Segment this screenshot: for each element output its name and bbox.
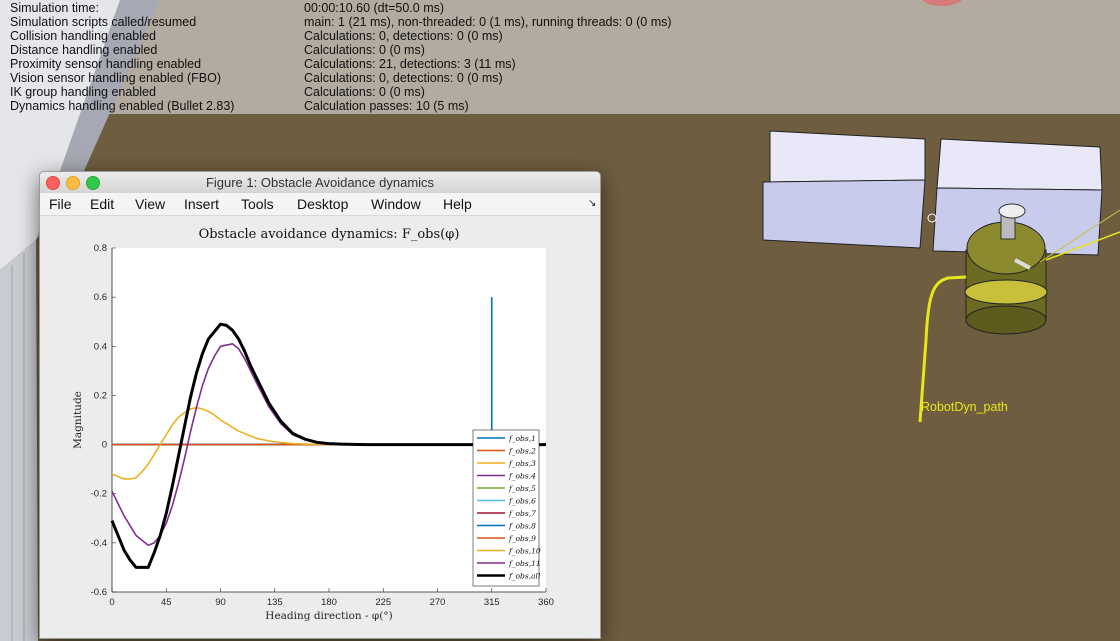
y-tick-label: -0.4 (91, 538, 107, 549)
path-label: RobotDyn_path (921, 400, 1008, 414)
info-value: Calculations: 0, detections: 0 (0 ms) (304, 29, 503, 43)
x-tick-label: 0 (109, 597, 114, 608)
info-value: Calculations: 0 (0 ms) (304, 85, 425, 99)
wall-left-shade (0, 240, 38, 641)
y-tick-label: 0.4 (94, 341, 107, 352)
x-tick-label: 180 (321, 597, 337, 608)
legend-label: f_obs,11 (508, 559, 541, 568)
menu-window[interactable]: Window (371, 196, 421, 212)
minimize-button[interactable] (66, 176, 80, 190)
legend-label: f_obs,8 (508, 522, 536, 531)
info-label: IK group handling enabled (10, 85, 156, 99)
maximize-button[interactable] (86, 176, 100, 190)
info-value: Calculations: 0 (0 ms) (304, 43, 425, 57)
x-tick-label: 90 (215, 597, 226, 608)
info-value: 00:00:10.60 (dt=50.0 ms) (304, 1, 445, 15)
menu-desktop[interactable]: Desktop (297, 196, 349, 212)
figure-menubar: ↘ File Edit View Insert Tools Desktop Window He… (40, 193, 600, 216)
robot-path (918, 275, 967, 423)
y-tick-label: -0.6 (91, 587, 107, 598)
x-tick-label: 270 (430, 597, 446, 608)
legend-box (472, 429, 540, 587)
info-value: Calculation passes: 10 (5 ms) (304, 99, 469, 113)
wall-left (0, 0, 120, 270)
y-tick-label: -0.2 (91, 489, 107, 500)
menu-tools[interactable]: Tools (241, 196, 274, 212)
legend-label: f_obs,5 (508, 484, 536, 493)
menu-help[interactable]: Help (443, 196, 472, 212)
dock-arrow-icon[interactable]: ↘ (588, 198, 597, 209)
info-value: Calculations: 0, detections: 0 (0 ms) (304, 71, 503, 85)
legend-label: f_obs,9 (508, 534, 536, 543)
x-tick-label: 45 (161, 597, 172, 608)
legend-label: f_obs,2 (508, 447, 536, 456)
simulation-info-panel: Simulation time: 00:00:10.60 (dt=50.0 ms)… (0, 0, 1120, 114)
chart-title: Obstacle avoidance dynamics: F_obs(φ) (199, 227, 460, 242)
menu-edit[interactable]: Edit (90, 196, 115, 212)
robot (964, 203, 1120, 335)
legend-label: f_obs,10 (508, 547, 541, 556)
legend-label: f_obs,3 (508, 459, 536, 468)
scene-sky (0, 0, 1120, 114)
info-value: main: 1 (21 ms), non-threaded: 0 (1 ms),… (304, 15, 672, 29)
info-label: Simulation time: (10, 1, 99, 15)
obstacle-box-1 (762, 130, 926, 249)
close-button[interactable] (46, 176, 60, 190)
figure-titlebar[interactable]: Figure 1: Obstacle Avoidance dynamics (40, 172, 600, 194)
info-value: Calculations: 21, detections: 3 (11 ms) (304, 57, 516, 71)
legend-label: f_obs,4 (508, 472, 536, 481)
series-line-9 (111, 406, 546, 480)
info-label: Collision handling enabled (10, 29, 156, 43)
x-tick-label: 360 (538, 597, 554, 608)
y-tick-label: 0 (102, 440, 107, 451)
y-tick-label: 0.2 (94, 390, 107, 401)
obstacle-avoidance-chart[interactable]: Obstacle avoidance dynamics: F_obs(φ) 0 45… (40, 216, 600, 638)
series-line-11 (110, 322, 546, 569)
figure-window[interactable]: Figure 1: Obstacle Avoidance dynamics ↘ … (39, 171, 601, 639)
legend-label: f_obs,7 (508, 509, 536, 518)
x-tick-label: 315 (484, 597, 500, 608)
menu-insert[interactable]: Insert (184, 196, 220, 212)
x-axis-label: Heading direction - φ(°) (265, 610, 392, 622)
path-marker (927, 213, 937, 223)
menu-file[interactable]: File (49, 196, 72, 212)
x-tick-label: 135 (267, 597, 283, 608)
plot-area: Obstacle avoidance dynamics: F_obs(φ) 0 45… (40, 216, 600, 638)
info-label: Proximity sensor handling enabled (10, 57, 202, 71)
y-axis-label: Magnitude (72, 391, 84, 449)
info-label: Dynamics handling enabled (Bullet 2.83) (10, 99, 235, 113)
y-tick-label: 0.8 (94, 243, 107, 254)
legend-label: f_obs,all (508, 572, 541, 581)
menu-view[interactable]: View (135, 196, 166, 212)
red-object (921, 0, 963, 6)
y-tick-label: 0.6 (94, 292, 107, 303)
legend-label: f_obs,1 (508, 434, 536, 443)
info-label: Vision sensor handling enabled (FBO) (10, 71, 222, 85)
info-label: Simulation scripts called/resumed (10, 15, 197, 29)
legend-label: f_obs,6 (508, 497, 536, 506)
info-label: Distance handling enabled (10, 43, 158, 57)
figure-title: Figure 1: Obstacle Avoidance dynamics (205, 175, 435, 190)
x-tick-label: 225 (375, 597, 391, 608)
